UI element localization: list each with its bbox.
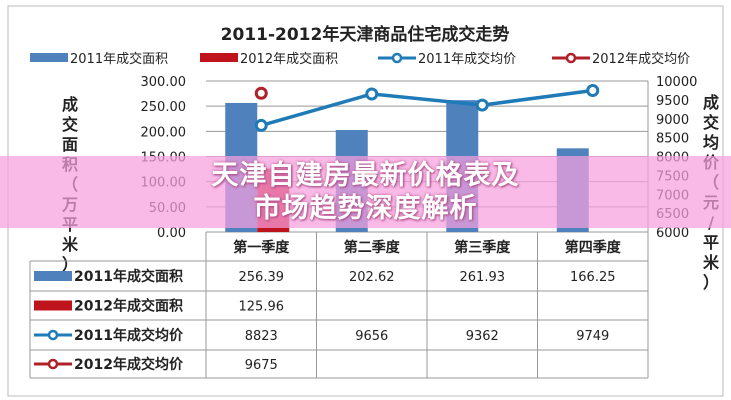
- legend-marker: [565, 52, 577, 64]
- category-label: 第四季度: [565, 239, 622, 256]
- table-cell: 9656: [355, 329, 388, 344]
- line-point: [254, 86, 268, 100]
- table-cell: 9749: [576, 329, 609, 344]
- right-axis-label-char: 米: [703, 253, 720, 272]
- table-row-label: 2012年成交均价: [74, 356, 184, 373]
- table-cell: 9675: [245, 358, 278, 373]
- line-point: [586, 83, 600, 97]
- right-tick-label: 8500: [656, 132, 689, 147]
- right-axis-label-char: ）: [703, 273, 719, 292]
- left-axis-label-char: 面: [62, 135, 78, 154]
- legend-label: 2012年成交均价: [592, 51, 690, 67]
- line-point: [254, 118, 268, 132]
- series-line: [260, 88, 593, 128]
- headline-text: 天津自建房最新价格表及市场趋势深度解析: [211, 160, 520, 224]
- left-axis-label-char: 米: [62, 235, 79, 254]
- data-table: 第一季度 第二季度 第三季度 第四季度 2011年成交面积 256.39 202.62 261…: [29, 232, 649, 379]
- right-tick-label: 10000: [656, 75, 697, 90]
- left-axis-label-char: ）: [62, 255, 78, 274]
- table-row-label: 2011年成交均价: [74, 327, 184, 344]
- right-axis-label-char: 成: [703, 93, 719, 112]
- right-axis-label-char: 均: [703, 133, 719, 152]
- left-axis-label-char: 交: [62, 115, 78, 134]
- table-cell: 261.93: [460, 270, 506, 285]
- line-point: [365, 87, 379, 101]
- legend-swatch: [30, 53, 68, 62]
- lines: [254, 83, 600, 132]
- table-cell: 125.96: [239, 300, 285, 315]
- right-tick-label: 9500: [656, 94, 689, 109]
- legend-label: 2012年成交面积: [240, 51, 338, 67]
- left-tick-label: 200.00: [141, 125, 187, 140]
- headline-banner: 天津自建房最新价格表及市场趋势深度解析: [0, 156, 731, 228]
- left-tick-label: 300.00: [141, 75, 187, 90]
- category-label: 第一季度: [233, 239, 290, 256]
- chart-title: 2011-2012年天津商品住宅成交走势: [221, 24, 510, 45]
- table-row-label: 2011年成交面积: [74, 268, 183, 285]
- table-cell: 9362: [466, 329, 499, 344]
- category-label: 第二季度: [344, 239, 401, 256]
- table-marker: [47, 329, 59, 341]
- table-swatch: [34, 300, 72, 311]
- table-cell: 166.25: [570, 270, 616, 285]
- table-cell: 202.62: [349, 270, 395, 285]
- table-marker: [47, 358, 59, 370]
- table-cell: 256.39: [239, 270, 285, 285]
- legend-label: 2011年成交均价: [418, 51, 516, 67]
- right-axis-label-char: 交: [703, 113, 719, 132]
- left-tick-label: 0.00: [157, 226, 186, 241]
- right-tick-label: 6000: [656, 226, 689, 241]
- legend-label: 2011年成交面积: [70, 51, 168, 67]
- table-cell: 8823: [245, 329, 278, 344]
- legend-swatch: [200, 53, 238, 62]
- category-label: 第三季度: [454, 239, 511, 256]
- left-axis-label-char: 成: [62, 95, 78, 114]
- legend-marker: [391, 52, 403, 64]
- legend: 2011年成交面积 2012年成交面积 2011年成交均价 2012年成交均价: [30, 51, 690, 67]
- line-point: [475, 98, 489, 112]
- table-row-label: 2012年成交面积: [74, 298, 183, 315]
- right-axis-label-char: 平: [703, 233, 719, 252]
- left-tick-label: 250.00: [141, 100, 187, 115]
- right-tick-label: 9000: [656, 113, 689, 128]
- table-swatch: [34, 271, 72, 281]
